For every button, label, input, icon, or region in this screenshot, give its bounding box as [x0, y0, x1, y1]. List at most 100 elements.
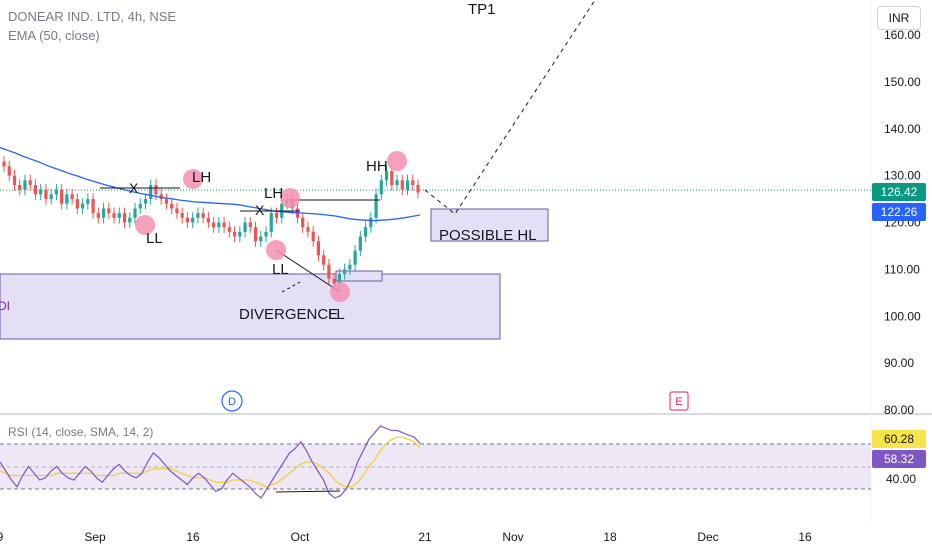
candle-body	[322, 255, 326, 265]
event-marker-earnings-label: E	[675, 396, 682, 408]
ema-line	[0, 146, 421, 222]
candle-body	[379, 180, 383, 195]
candle-body	[170, 203, 174, 209]
candle-body	[70, 194, 74, 200]
candle-body	[54, 189, 59, 195]
time-axis[interactable]: 9 Sep 16 Oct 21 Nov 18 Dec 16	[0, 530, 812, 544]
candle-body	[18, 185, 22, 190]
candle-body	[185, 217, 190, 223]
candle-body	[358, 236, 362, 251]
candle-body	[96, 213, 100, 218]
ll-box	[335, 270, 383, 282]
event-marker-dividend-label: D	[228, 396, 236, 408]
label-x-right: X	[255, 202, 265, 218]
candle-body	[390, 170, 394, 185]
last-price-badge: 126.42	[872, 183, 926, 201]
candle-body	[259, 236, 263, 242]
label-x-left: X	[129, 180, 139, 196]
candle-body	[327, 264, 331, 279]
time-axis-tick: 9	[0, 530, 4, 544]
divergence-line	[275, 249, 341, 293]
candle-body	[316, 241, 321, 256]
candle-body	[212, 222, 216, 228]
candle-body	[149, 185, 153, 200]
candle-body	[107, 208, 111, 214]
candle-body	[238, 231, 242, 237]
candle-body	[101, 208, 106, 218]
candle-body	[416, 185, 420, 193]
candle-body	[400, 180, 404, 190]
candle-body	[128, 217, 132, 223]
rsi-divergence-line	[275, 490, 341, 493]
candle-body	[81, 203, 85, 209]
candle-body	[175, 208, 179, 214]
demand-zone	[0, 273, 501, 340]
price-axis-tick: 130.00	[884, 169, 921, 183]
candle-body	[180, 213, 184, 218]
candlestick-series	[2, 155, 420, 290]
candle-body	[363, 227, 368, 237]
candle-body	[201, 213, 205, 218]
label-lh-right: LH	[264, 185, 283, 202]
candle-body	[353, 250, 357, 265]
candle-body	[332, 278, 336, 284]
rsi-axis-tick-40: 40.00	[886, 472, 916, 486]
label-ll-3: LL	[328, 306, 345, 323]
candle-body	[191, 217, 195, 223]
time-axis-tick: 18	[603, 530, 617, 544]
label-possible-hl: POSSIBLE HL	[439, 227, 537, 244]
time-axis-tick: 16	[798, 530, 812, 544]
candle-body	[301, 217, 305, 228]
label-ll-2: LL	[272, 261, 289, 278]
label-tp1: TP1	[468, 1, 496, 18]
rsi-line	[0, 425, 421, 499]
candle-body	[274, 213, 279, 218]
candle-body	[248, 222, 252, 228]
price-axis-tick: 100.00	[884, 309, 921, 323]
time-axis-tick: Dec	[697, 530, 718, 544]
candle-body	[65, 194, 69, 204]
candle-body	[264, 231, 268, 237]
price-axis[interactable]: 80.0090.00100.00110.00120.00130.00140.00…	[884, 28, 921, 417]
candle-body	[49, 194, 53, 200]
candle-body	[91, 199, 95, 214]
time-axis-tick: 21	[418, 530, 432, 544]
candle-body	[405, 180, 410, 190]
candle-body	[384, 170, 389, 181]
candle-body	[217, 222, 221, 228]
symbol-legend[interactable]: DONEAR IND. LTD, 4h, NSE	[8, 9, 177, 24]
label-hh: HH	[366, 158, 388, 175]
event-marker-earnings[interactable]	[669, 391, 689, 411]
candle-body	[138, 203, 142, 209]
label-ll-1: LL	[146, 230, 163, 247]
time-axis-tick: 16	[186, 530, 200, 544]
pivot-hh	[387, 151, 407, 171]
pivot-ll-3	[330, 282, 350, 302]
price-axis-tick: 110.00	[884, 262, 920, 276]
candle-body	[23, 180, 27, 190]
zone-label: DI	[0, 299, 10, 313]
currency-button[interactable]: INR	[877, 6, 921, 30]
candle-body	[395, 180, 399, 185]
candle-body	[232, 231, 237, 237]
ema-legend[interactable]: EMA (50, close)	[8, 28, 100, 43]
rsi-legend[interactable]: RSI (14, close, SMA, 14, 2)	[8, 425, 154, 439]
candle-body	[164, 199, 169, 204]
price-axis-tick: 150.00	[884, 75, 921, 89]
candle-body	[75, 199, 79, 209]
price-axis-tick: 80.00	[884, 403, 914, 417]
candle-body	[12, 175, 17, 185]
candle-body	[143, 199, 148, 204]
candle-body	[154, 185, 158, 195]
ema-value-badge: 122.26	[872, 203, 926, 221]
time-axis-tick: Oct	[291, 530, 310, 544]
candle-body	[28, 180, 32, 185]
pivot-ll-2	[266, 240, 286, 260]
candle-body	[112, 213, 116, 218]
pivot-lh-right	[280, 188, 300, 208]
candle-body	[222, 222, 226, 228]
price-axis-tick: 140.00	[884, 122, 921, 136]
event-marker-dividend[interactable]	[221, 390, 243, 412]
candle-body	[39, 189, 43, 195]
